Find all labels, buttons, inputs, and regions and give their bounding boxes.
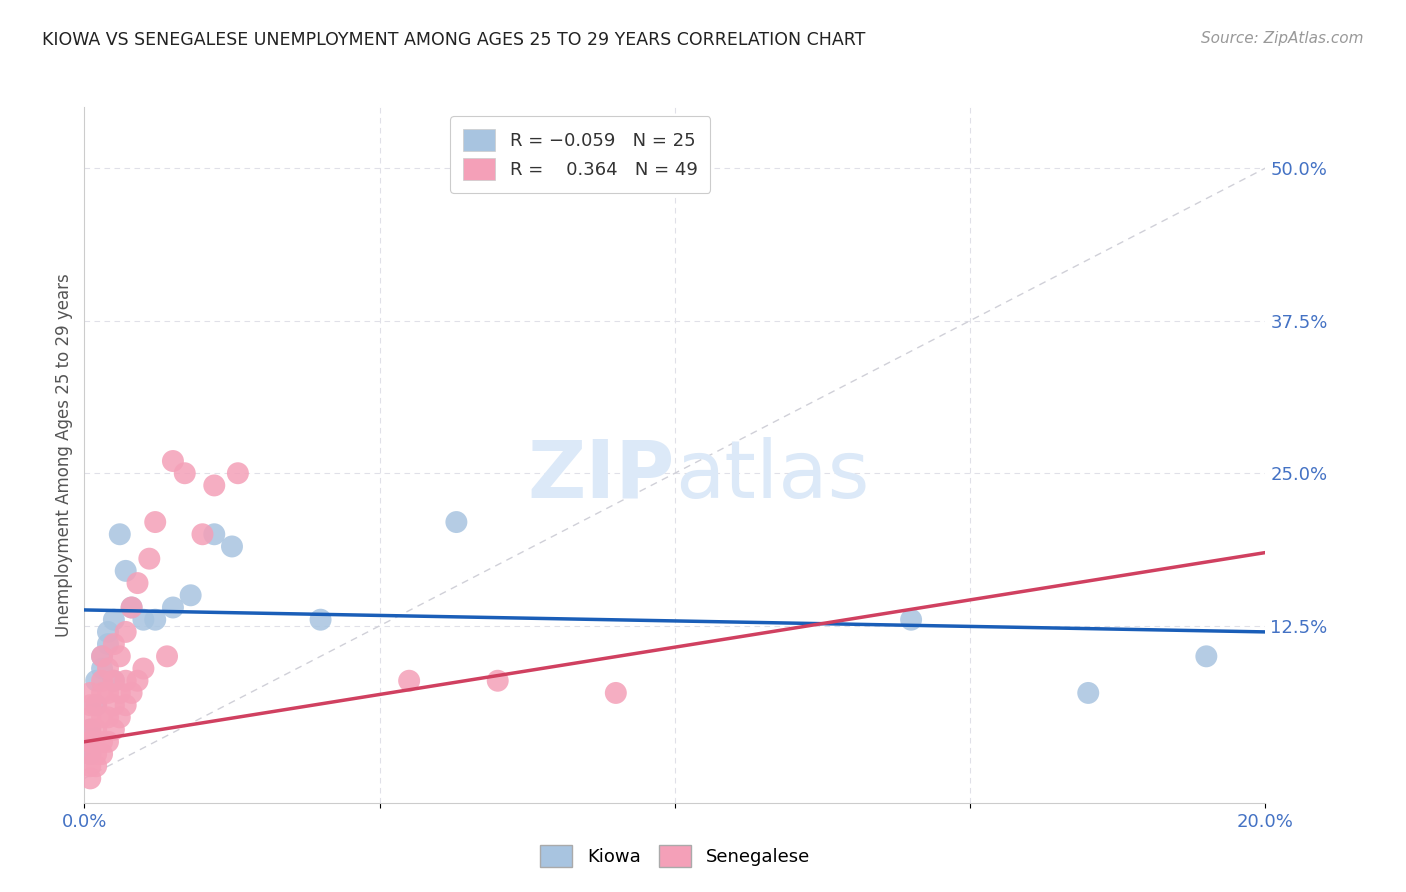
Point	[108, 710, 131, 724]
Point	[191, 527, 214, 541]
Point	[97, 710, 120, 724]
Point	[97, 686, 120, 700]
Point	[132, 613, 155, 627]
Point	[180, 588, 202, 602]
Point	[221, 540, 243, 554]
Point	[97, 735, 120, 749]
Point	[79, 710, 101, 724]
Point	[103, 613, 125, 627]
Point	[173, 467, 195, 481]
Point	[79, 698, 101, 713]
Point	[91, 735, 114, 749]
Point	[121, 600, 143, 615]
Point	[143, 613, 166, 627]
Y-axis label: Unemployment Among Ages 25 to 29 years: Unemployment Among Ages 25 to 29 years	[55, 273, 73, 637]
Point	[103, 637, 125, 651]
Point	[84, 698, 107, 713]
Legend: R = −0.059   N = 25, R =    0.364   N = 49: R = −0.059 N = 25, R = 0.364 N = 49	[450, 116, 710, 193]
Point	[1077, 686, 1099, 700]
Point	[97, 661, 120, 675]
Point	[162, 454, 184, 468]
Text: ZIP: ZIP	[527, 437, 675, 515]
Point	[900, 613, 922, 627]
Point	[79, 735, 101, 749]
Point	[84, 698, 107, 713]
Point	[97, 637, 120, 651]
Point	[143, 515, 166, 529]
Point	[114, 698, 136, 713]
Text: Source: ZipAtlas.com: Source: ZipAtlas.com	[1201, 31, 1364, 46]
Point	[486, 673, 509, 688]
Point	[91, 649, 114, 664]
Point	[79, 747, 101, 761]
Point	[114, 624, 136, 639]
Text: atlas: atlas	[675, 437, 869, 515]
Point	[84, 759, 107, 773]
Point	[91, 649, 114, 664]
Point	[108, 686, 131, 700]
Point	[91, 747, 114, 761]
Point	[121, 600, 143, 615]
Point	[103, 673, 125, 688]
Point	[103, 673, 125, 688]
Point	[114, 564, 136, 578]
Point	[127, 673, 149, 688]
Point	[108, 649, 131, 664]
Point	[103, 723, 125, 737]
Point	[309, 613, 332, 627]
Legend: Kiowa, Senegalese: Kiowa, Senegalese	[533, 838, 817, 874]
Point	[79, 772, 101, 786]
Point	[446, 515, 468, 529]
Point	[84, 723, 107, 737]
Point	[202, 478, 225, 492]
Point	[605, 686, 627, 700]
Point	[127, 576, 149, 591]
Point	[114, 673, 136, 688]
Point	[79, 759, 101, 773]
Point	[156, 649, 179, 664]
Point	[91, 710, 114, 724]
Point	[79, 686, 101, 700]
Point	[138, 551, 160, 566]
Point	[108, 527, 131, 541]
Point	[398, 673, 420, 688]
Point	[79, 735, 101, 749]
Point	[226, 467, 249, 481]
Point	[121, 686, 143, 700]
Point	[91, 686, 114, 700]
Point	[79, 723, 101, 737]
Point	[162, 600, 184, 615]
Point	[103, 698, 125, 713]
Point	[84, 673, 107, 688]
Point	[79, 747, 101, 761]
Point	[97, 624, 120, 639]
Point	[84, 747, 107, 761]
Point	[132, 661, 155, 675]
Point	[91, 673, 114, 688]
Point	[91, 661, 114, 675]
Point	[1195, 649, 1218, 664]
Point	[202, 527, 225, 541]
Point	[664, 173, 686, 187]
Text: KIOWA VS SENEGALESE UNEMPLOYMENT AMONG AGES 25 TO 29 YEARS CORRELATION CHART: KIOWA VS SENEGALESE UNEMPLOYMENT AMONG A…	[42, 31, 866, 49]
Point	[79, 723, 101, 737]
